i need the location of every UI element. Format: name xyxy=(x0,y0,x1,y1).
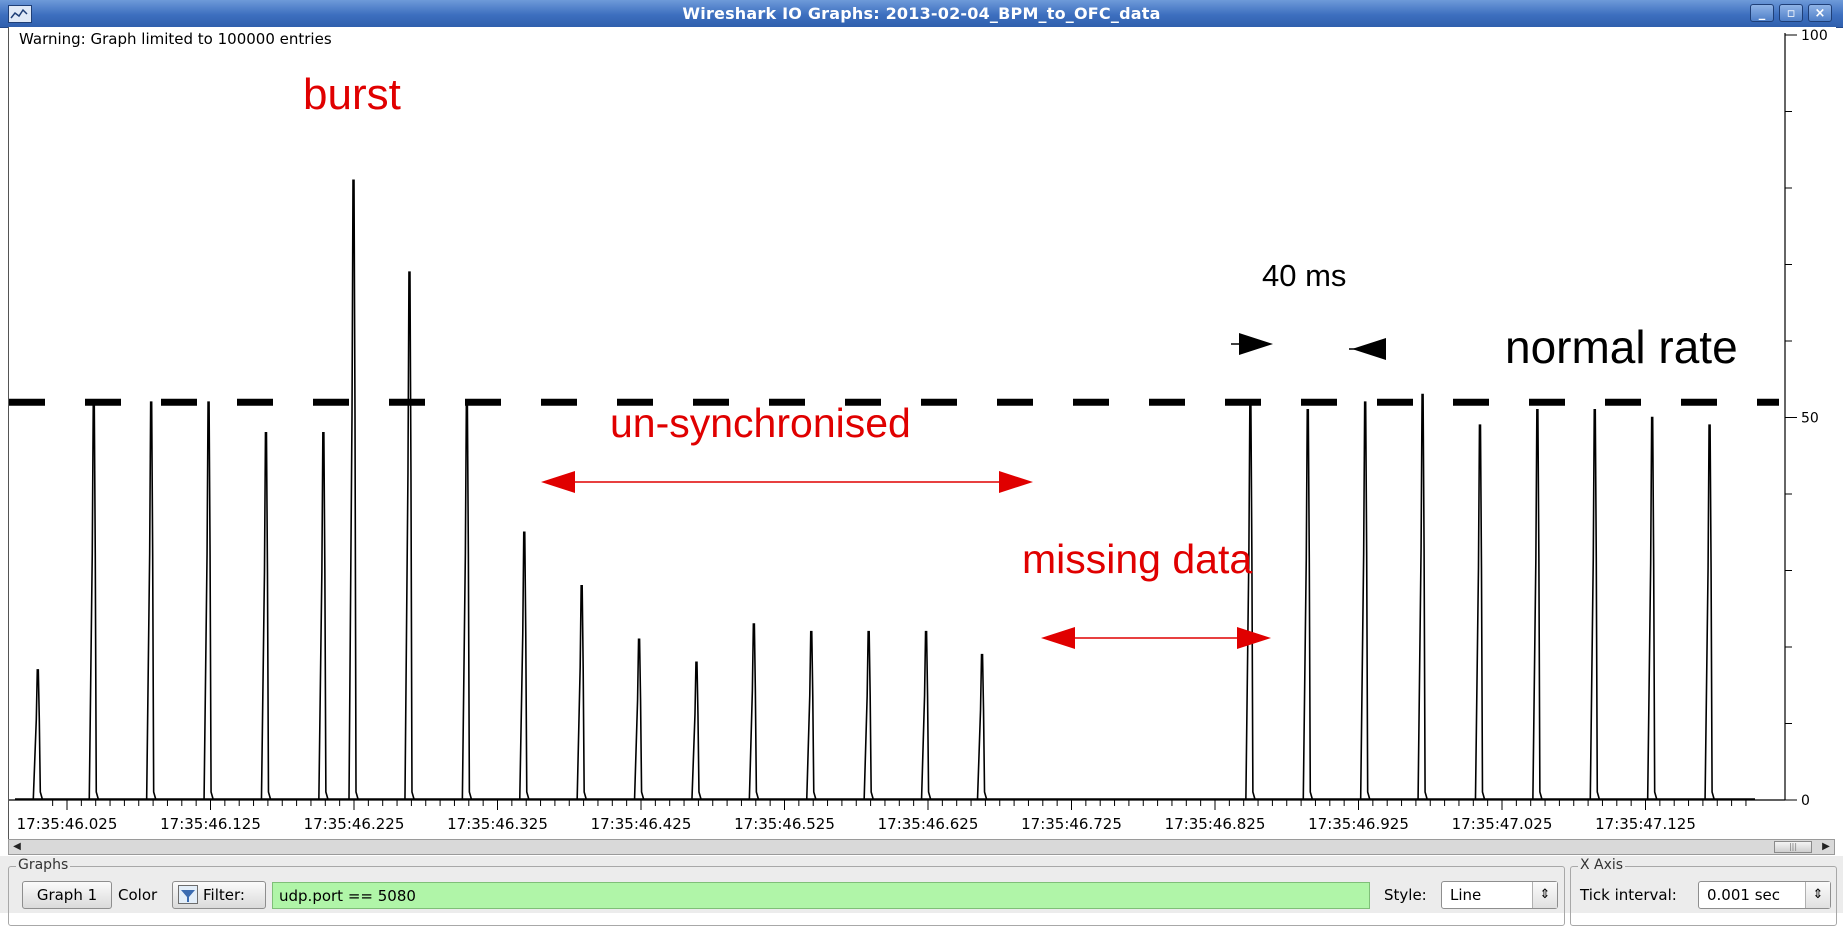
scroll-thumb[interactable]: ||| xyxy=(1774,841,1812,853)
series-peak xyxy=(318,431,329,800)
unsync-arrow-left xyxy=(541,471,575,493)
series-peak xyxy=(1532,409,1543,800)
x-tick-label: 17:35:46.725 xyxy=(1021,815,1122,833)
x-tick-label: 17:35:46.925 xyxy=(1308,815,1409,833)
y-tick-label: 50 xyxy=(1801,411,1819,427)
annotation-burst: burst xyxy=(303,70,401,119)
style-select[interactable]: Line ⇕ xyxy=(1441,881,1558,909)
tick-interval-label: Tick interval: xyxy=(1580,886,1677,904)
series-peak xyxy=(88,401,100,800)
series-peak xyxy=(260,431,272,800)
graphs-group-title: Graphs xyxy=(16,857,71,873)
x-tick-label: 17:35:46.025 xyxy=(17,815,118,833)
updown-arrow-icon: ⇕ xyxy=(1805,882,1830,908)
missing-arrow-right xyxy=(1237,627,1271,649)
series-peak xyxy=(348,179,359,800)
series-peak xyxy=(145,401,157,800)
filter-label: Filter: xyxy=(203,886,245,904)
series-peak xyxy=(1245,401,1256,800)
color-label: Color xyxy=(118,886,158,904)
x-tick-label: 17:35:46.325 xyxy=(447,815,548,833)
series-peak xyxy=(1417,393,1428,800)
series-peak xyxy=(518,531,530,800)
scroll-left-arrow-icon[interactable]: ◀ xyxy=(13,841,21,852)
graph-plot: 100 50 0 17:35:46.025 17:35:46.125 17:35:46.2… xyxy=(9,28,1828,833)
annotation-normal-rate: normal rate xyxy=(1505,321,1738,373)
window-title: Wireshark IO Graphs: 2013-02-04_BPM_to_O… xyxy=(682,4,1161,23)
funnel-icon xyxy=(178,885,198,904)
annotation-interval: 40 ms xyxy=(1262,258,1347,293)
series-peak xyxy=(32,669,44,800)
series-peak xyxy=(920,630,932,800)
io-graph-canvas[interactable]: 100 50 0 17:35:46.025 17:35:46.125 17:35:46.2… xyxy=(8,27,1836,839)
style-value: Line xyxy=(1450,886,1482,904)
series-peak xyxy=(1474,424,1486,800)
x-tick-label: 17:35:46.225 xyxy=(304,815,405,833)
series-peak xyxy=(805,630,817,800)
series-peak xyxy=(863,630,874,800)
x-tick-label: 17:35:46.125 xyxy=(160,815,261,833)
graph-1-button[interactable]: Graph 1 xyxy=(22,881,112,909)
series-peak xyxy=(576,584,587,800)
series-peak xyxy=(203,401,214,800)
unsync-arrow-right xyxy=(999,471,1033,493)
interval-arrow-left xyxy=(1239,333,1273,355)
style-label: Style: xyxy=(1384,886,1427,904)
series-peak xyxy=(691,661,702,800)
missing-arrow-left xyxy=(1041,627,1075,649)
app-icon[interactable] xyxy=(8,5,32,23)
series-peak xyxy=(748,623,760,800)
y-tick-label: 0 xyxy=(1801,793,1810,809)
scroll-right-arrow-icon[interactable]: ▶ xyxy=(1822,841,1830,852)
annotation-missing-data: missing data xyxy=(1022,536,1253,582)
series-peak xyxy=(1704,424,1715,800)
filter-button[interactable]: Filter: xyxy=(172,881,266,909)
x-tick-label: 17:35:47.125 xyxy=(1595,815,1696,833)
filter-input[interactable] xyxy=(272,882,1370,909)
x-tick-label: 17:35:46.825 xyxy=(1165,815,1266,833)
graph-warning: Warning: Graph limited to 100000 entries xyxy=(19,30,332,48)
series-peak xyxy=(1646,416,1658,800)
series-peak xyxy=(404,271,415,800)
series-peak xyxy=(1302,409,1314,800)
series-peak xyxy=(1589,409,1601,800)
close-button[interactable]: × xyxy=(1808,4,1832,22)
x-tick-label: 17:35:46.625 xyxy=(878,815,979,833)
series-peak xyxy=(976,653,988,800)
annotation-unsynchronised: un-synchronised xyxy=(610,400,911,446)
x-tick-label: 17:35:46.525 xyxy=(734,815,835,833)
tick-interval-select[interactable]: 0.001 sec ⇕ xyxy=(1698,881,1831,909)
controls-panel: Graphs Graph 1 Color Filter: Style: Line… xyxy=(0,856,1843,926)
title-bar[interactable]: Wireshark IO Graphs: 2013-02-04_BPM_to_O… xyxy=(0,0,1843,28)
x-axis-group-title: X Axis xyxy=(1578,857,1626,873)
x-tick-label: 17:35:46.425 xyxy=(591,815,692,833)
updown-arrow-icon: ⇕ xyxy=(1532,882,1557,908)
series-peak xyxy=(1359,401,1371,800)
horizontal-scrollbar[interactable]: ◀ ||| ▶ xyxy=(8,839,1835,855)
minimize-button[interactable]: _ xyxy=(1750,4,1774,22)
x-tick-label: 17:35:47.025 xyxy=(1452,815,1553,833)
series-peak xyxy=(633,638,645,800)
tick-interval-value: 0.001 sec xyxy=(1707,886,1781,904)
series-peak xyxy=(461,401,473,800)
maximize-button[interactable]: ▫ xyxy=(1779,4,1803,22)
y-tick-label: 100 xyxy=(1801,28,1828,44)
interval-arrow-right xyxy=(1352,338,1386,360)
